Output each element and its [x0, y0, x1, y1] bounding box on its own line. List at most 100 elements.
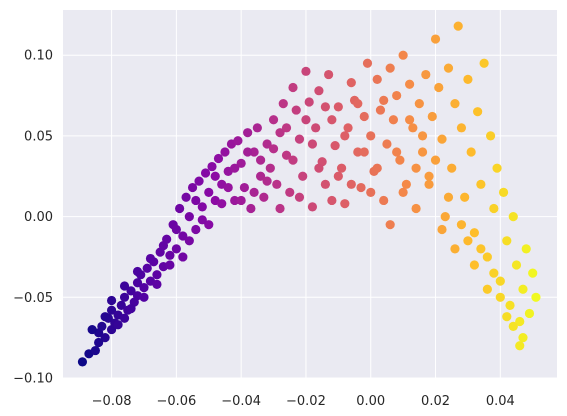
scatter-point [495, 276, 505, 286]
scatter-point [288, 82, 298, 93]
scatter-point [424, 179, 434, 189]
scatter-point [343, 123, 353, 133]
scatter-point [398, 50, 408, 60]
scatter-point [379, 95, 389, 105]
scatter-point [353, 147, 363, 157]
scatter-point [191, 195, 201, 206]
scatter-point [421, 69, 431, 80]
scatter-point [165, 250, 175, 260]
x-tick-label: 0.04 [486, 394, 515, 409]
scatter-point [473, 107, 483, 117]
scatter-point [265, 163, 275, 173]
x-tick-label: 0.02 [421, 394, 450, 409]
scatter-point [366, 187, 376, 197]
scatter-point [327, 195, 337, 206]
scatter-point [249, 187, 259, 197]
scatter-point [243, 128, 253, 138]
scatter-point [233, 136, 243, 146]
scatter-point [515, 316, 525, 327]
x-tick-label: −0.02 [286, 394, 326, 409]
scatter-point [307, 202, 318, 212]
scatter-point [220, 147, 230, 157]
x-tick-label: −0.08 [92, 394, 132, 409]
scatter-point [340, 199, 350, 209]
scatter-point [336, 163, 347, 173]
scatter-point [171, 244, 181, 254]
scatter-point [392, 147, 402, 157]
scatter-point [119, 281, 130, 291]
scatter-point [252, 123, 262, 133]
scatter-point [385, 220, 395, 230]
scatter-point [479, 58, 489, 68]
scatter-point [528, 268, 538, 278]
scatter-point [268, 144, 279, 154]
scatter-point [139, 292, 149, 302]
scatter-point [236, 195, 246, 206]
scatter-point [456, 123, 467, 133]
scatter-point [281, 150, 292, 160]
scatter-point [330, 140, 340, 151]
scatter-point [87, 324, 97, 335]
scatter-point [508, 211, 518, 222]
scatter-point [307, 139, 318, 149]
scatter-point [362, 58, 373, 68]
scatter-point [353, 99, 363, 109]
scatter-point [281, 123, 292, 133]
scatter-point [106, 305, 117, 315]
scatter-point [194, 176, 204, 186]
scatter-point [94, 337, 104, 348]
scatter-point [443, 63, 454, 73]
scatter-point [411, 163, 421, 173]
scatter-point [385, 63, 395, 73]
scatter-point [443, 192, 454, 202]
y-tick-label: −0.05 [13, 291, 53, 306]
scatter-point [466, 147, 476, 157]
scatter-point [304, 97, 314, 107]
scatter-point [430, 34, 441, 44]
scatter-point [285, 187, 295, 197]
scatter-point [230, 195, 240, 206]
scatter-point [298, 171, 308, 181]
scatter-point [482, 252, 492, 262]
scatter-point [178, 231, 188, 241]
y-tick-label: 0.00 [24, 210, 53, 225]
scatter-point [256, 155, 266, 165]
scatter-point [463, 236, 473, 246]
scatter-point [113, 320, 123, 330]
scatter-point [288, 155, 298, 165]
scatter-point [126, 286, 136, 296]
scatter-point [132, 266, 143, 277]
scatter-point [119, 313, 130, 323]
scatter-point [262, 176, 272, 186]
scatter-point [392, 90, 402, 101]
scatter-point [294, 192, 305, 202]
scatter-point [178, 252, 188, 262]
scatter-point [405, 115, 415, 125]
scatter-point [243, 147, 253, 157]
scatter-point [210, 171, 220, 181]
scatter-point [314, 86, 324, 96]
x-tick-label: −0.06 [156, 394, 196, 409]
scatter-point [262, 139, 272, 149]
scatter-point [408, 123, 418, 133]
scatter-point [511, 260, 522, 270]
data-points [77, 21, 541, 367]
scatter-point [521, 244, 531, 254]
scatter-point [217, 199, 227, 209]
scatter-point [204, 220, 214, 230]
scatter-point [230, 163, 240, 173]
scatter-point [411, 203, 421, 214]
y-tick-labels: −0.10 −0.05 0.00 0.05 0.10 [13, 49, 53, 387]
scatter-point [236, 158, 246, 168]
scatter-point [90, 345, 100, 356]
scatter-point [301, 66, 311, 76]
scatter-point [498, 187, 509, 197]
scatter-point [272, 179, 282, 189]
scatter-point [395, 155, 405, 165]
scatter-point [366, 131, 376, 141]
scatter-point [346, 179, 356, 189]
scatter-point [518, 284, 528, 294]
scatter-point [100, 312, 110, 322]
scatter-point [388, 115, 399, 125]
scatter-point [450, 244, 460, 254]
